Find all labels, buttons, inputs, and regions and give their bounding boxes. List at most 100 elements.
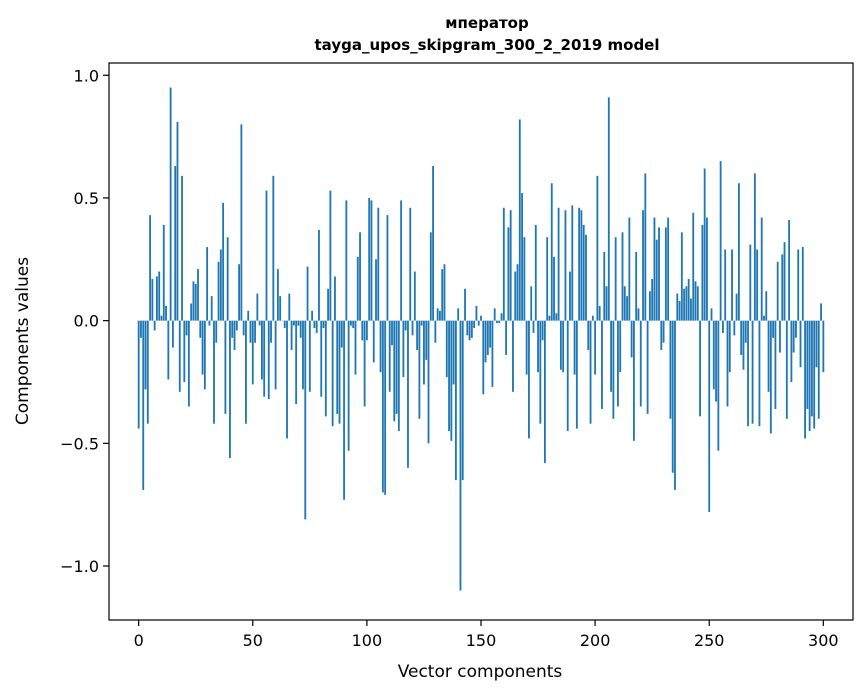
- bar-component-269: [751, 320, 754, 424]
- bar-component-24: [192, 281, 195, 321]
- bar-component-243: [692, 212, 695, 321]
- bar-component-22: [187, 320, 190, 407]
- bar-component-35: [217, 261, 220, 321]
- bar-component-292: [804, 320, 806, 439]
- bar-component-192: [575, 320, 578, 429]
- bar-component-248: [703, 168, 706, 321]
- bar-component-74: [306, 266, 309, 321]
- bar-component-281: [779, 320, 781, 353]
- bar-component-39: [226, 237, 229, 321]
- bar-component-299: [820, 303, 822, 321]
- bar-component-239: [683, 288, 686, 321]
- bar-series: [137, 87, 825, 591]
- bar-component-253: [715, 320, 717, 402]
- bar-component-37: [222, 202, 225, 321]
- bar-component-181: [550, 183, 553, 321]
- bar-component-82: [324, 320, 327, 417]
- bar-component-79: [318, 229, 320, 321]
- bar-component-293: [806, 320, 809, 409]
- bar-component-56: [265, 190, 268, 321]
- bar-component-300: [822, 320, 825, 373]
- bar-component-59: [272, 175, 275, 321]
- bar-component-214: [626, 296, 628, 321]
- x-axis-label: Vector components: [398, 662, 563, 682]
- bar-component-289: [797, 249, 800, 321]
- bar-component-41: [231, 320, 234, 338]
- bar-component-42: [233, 320, 236, 351]
- bar-component-26: [197, 269, 199, 321]
- bar-component-262: [735, 293, 738, 321]
- y-tick-label: −0.5: [60, 434, 99, 453]
- bar-component-143: [464, 288, 466, 321]
- bar-component-219: [637, 308, 640, 321]
- bar-component-183: [555, 313, 558, 321]
- bar-component-43: [235, 320, 238, 331]
- bar-component-89: [340, 320, 343, 348]
- bar-component-48: [247, 310, 250, 321]
- bar-component-20: [183, 320, 186, 382]
- bar-component-201: [596, 175, 599, 321]
- x-tick-label: 50: [243, 631, 263, 650]
- bar-component-67: [290, 320, 293, 351]
- bar-component-220: [639, 320, 642, 407]
- bar-component-145: [468, 320, 471, 341]
- bar-component-65: [286, 320, 288, 439]
- bar-component-179: [546, 237, 549, 321]
- bar-component-194: [580, 210, 583, 321]
- bar-component-120: [411, 320, 414, 336]
- bar-component-34: [215, 320, 218, 343]
- bar-component-137: [450, 320, 453, 441]
- bar-component-61: [276, 269, 279, 321]
- y-axis-label: Components values: [13, 257, 33, 425]
- bar-component-52: [256, 293, 259, 321]
- bar-component-169: [523, 237, 526, 321]
- bar-component-264: [740, 320, 743, 355]
- bar-component-182: [553, 256, 555, 321]
- bar-component-72: [302, 320, 304, 390]
- bar-component-165: [514, 271, 517, 321]
- bar-component-104: [375, 259, 377, 321]
- bar-component-96: [356, 256, 359, 321]
- bar-component-123: [418, 320, 421, 419]
- bar-component-100: [365, 320, 368, 341]
- bar-component-251: [710, 308, 713, 321]
- bar-component-217: [633, 320, 635, 441]
- bar-component-249: [706, 217, 708, 321]
- bar-component-290: [799, 320, 802, 368]
- bar-component-13: [167, 320, 170, 380]
- x-tick-label: 250: [694, 631, 725, 650]
- bar-component-138: [452, 320, 455, 385]
- bar-component-95: [354, 320, 357, 375]
- bar-component-190: [571, 205, 574, 321]
- bar-component-112: [393, 320, 396, 422]
- bar-component-33: [213, 320, 215, 424]
- bar-component-97: [359, 232, 361, 321]
- bar-component-279: [774, 320, 777, 409]
- bar-component-51: [254, 320, 256, 343]
- bar-component-102: [370, 200, 373, 321]
- bar-component-93: [350, 320, 352, 326]
- bar-component-47: [245, 320, 247, 424]
- bar-component-226: [653, 217, 656, 321]
- bar-component-193: [578, 207, 581, 321]
- bar-component-86: [334, 276, 336, 321]
- bar-component-291: [801, 247, 804, 321]
- bar-component-296: [813, 320, 816, 429]
- bar-component-83: [327, 288, 330, 321]
- bar-component-94: [352, 320, 355, 328]
- bar-component-208: [612, 320, 615, 419]
- bar-component-175: [537, 320, 539, 373]
- bar-component-140: [457, 308, 460, 321]
- bar-component-186: [562, 320, 565, 373]
- bar-component-246: [699, 320, 702, 417]
- bar-component-283: [783, 242, 786, 321]
- bar-component-114: [397, 320, 400, 432]
- bar-component-75: [308, 320, 311, 392]
- bar-component-210: [617, 320, 619, 407]
- bar-component-180: [548, 315, 551, 321]
- bar-component-129: [432, 166, 434, 321]
- bar-component-57: [267, 320, 270, 400]
- bar-component-12: [165, 305, 167, 321]
- bar-component-40: [229, 320, 231, 459]
